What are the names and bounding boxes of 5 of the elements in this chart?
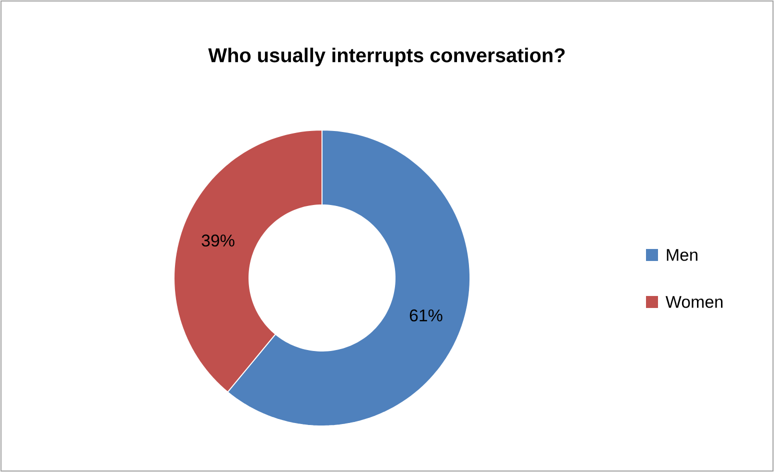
chart-title: Who usually interrupts conversation? [208,48,565,66]
legend-label: Men [666,249,698,261]
legend-label: Women [666,296,722,308]
data-label: 39% [202,234,234,247]
data-label: 61% [410,309,442,322]
